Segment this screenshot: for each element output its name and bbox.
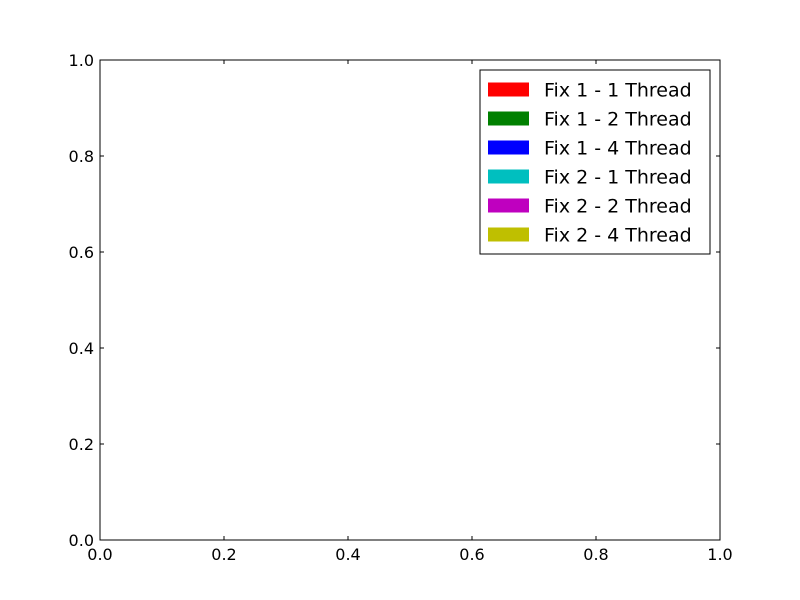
x-tick-label: 0.8 (583, 545, 608, 564)
x-tick-label: 1.0 (707, 545, 732, 564)
legend-label: Fix 2 - 4 Thread (544, 225, 692, 247)
legend-label: Fix 2 - 2 Thread (544, 196, 692, 218)
y-tick-label: 0.6 (69, 243, 94, 262)
axis-ticks: 0.0 0.2 0.4 0.6 0.8 1.0 0.0 0.2 0.4 0.6 0.8 1.0 (69, 51, 733, 564)
x-tick-label: 0.4 (335, 545, 360, 564)
legend-swatch (488, 227, 529, 242)
legend-swatch (488, 169, 529, 184)
legend-label: Fix 1 - 4 Thread (544, 138, 692, 160)
axes-frame (99, 59, 721, 541)
legend-swatch (488, 111, 529, 126)
legend: Fix 1 - 1 Thread Fix 1 - 2 Thread Fix 1 - … (479, 69, 711, 255)
x-tick-label: 0.6 (459, 545, 484, 564)
legend-swatch (488, 82, 529, 97)
legend-swatch (488, 198, 529, 213)
legend-label: Fix 2 - 1 Thread (544, 167, 692, 189)
legend-label: Fix 1 - 2 Thread (544, 109, 692, 131)
x-tick-label: 0.2 (211, 545, 236, 564)
y-tick-label: 0.0 (69, 531, 94, 550)
legend-frame (479, 69, 711, 255)
y-tick-label: 1.0 (69, 51, 94, 70)
x-tick-label: 0.0 (87, 545, 112, 564)
y-tick-label: 0.4 (69, 339, 94, 358)
legend-label: Fix 1 - 1 Thread (544, 80, 692, 102)
y-tick-label: 0.8 (69, 147, 94, 166)
y-tick-label: 0.2 (69, 435, 94, 454)
legend-swatch (488, 140, 529, 155)
